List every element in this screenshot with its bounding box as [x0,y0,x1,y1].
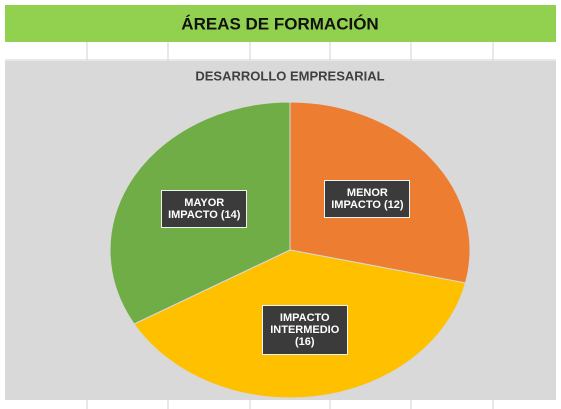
value-label: (12) [384,199,404,212]
category-label: MENOR IMPACTO [331,187,388,212]
category-label: IMPACTO INTERMEDIO [270,312,340,337]
data-label: MENOR IMPACTO (12) [324,180,411,219]
cell-grid [5,42,556,409]
header-title: ÁREAS DE FORMACIÓN [181,14,378,33]
header-bar [5,5,556,42]
chart-title: DESARROLLO EMPRESARIAL [195,68,384,83]
value-label: (14) [220,209,241,222]
data-label: IMPACTO INTERMEDIO (16) [261,305,348,356]
data-label: MAYOR IMPACTO (14) [161,190,248,229]
category-label: MAYOR IMPACTO [168,197,225,222]
value-label: (16) [294,336,315,349]
